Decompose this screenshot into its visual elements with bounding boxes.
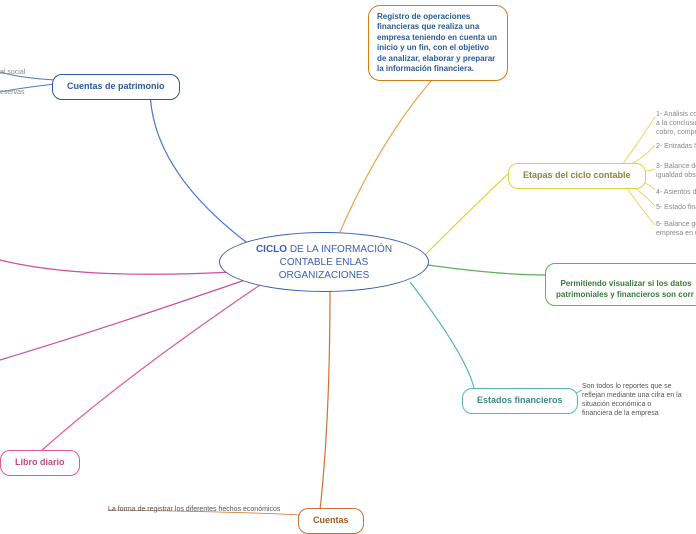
cuentas-node[interactable]: Cuentas (298, 508, 364, 534)
etapas-item-3: 3- Balance de igualdad obse (656, 162, 696, 180)
center-title-rest: DE LA INFORMACIÓN (287, 244, 392, 255)
cuentas-desc: La forma de registrar los diferentes hec… (108, 505, 280, 514)
center-title-bold: CICLO (256, 244, 287, 255)
etapas-item-1: 1- Análisis co a la conclusió cobro, com… (656, 110, 696, 137)
estados-node[interactable]: Estados financieros (462, 388, 578, 414)
etapas-node[interactable]: Etapas del ciclo contable (508, 163, 646, 189)
libro-diario-node[interactable]: Libro diario (0, 450, 80, 476)
libro-diario-label: Libro diario (15, 457, 65, 467)
center-title-line2: CONTABLE ENLAS ORGANIZACIONES (279, 257, 370, 281)
registro-node[interactable]: Registro de operaciones financieras que … (368, 5, 508, 81)
patrimonio-sub1: al social (0, 68, 25, 77)
center-topic[interactable]: CICLO DE LA INFORMACIÓN CONTABLE ENLAS O… (219, 232, 429, 292)
etapas-item-6: 6- Balance ge empresa en u (656, 220, 696, 238)
cuentas-patrimonio-label: Cuentas de patrimonio (67, 81, 165, 91)
etapas-item-2: 2- Entradas h (656, 142, 696, 151)
permitiendo-node[interactable]: Permitiendo visualizar si los datos patr… (545, 263, 696, 306)
etapas-label: Etapas del ciclo contable (523, 170, 631, 180)
etapas-item-4: 4- Asientos d (656, 188, 696, 197)
permitiendo-text: Permitiendo visualizar si los datos patr… (556, 279, 694, 298)
estados-label: Estados financieros (477, 395, 563, 405)
patrimonio-sub2: eservas (0, 88, 25, 97)
cuentas-patrimonio-node[interactable]: Cuentas de patrimonio (52, 74, 180, 100)
etapas-item-5: 5- Estado fina (656, 203, 696, 212)
estados-desc: Son todos lo reportes que se reflejan me… (582, 382, 682, 418)
cuentas-label: Cuentas (313, 515, 349, 525)
registro-text: Registro de operaciones financieras que … (377, 12, 497, 73)
mindmap-canvas: CICLO DE LA INFORMACIÓN CONTABLE ENLAS O… (0, 0, 696, 520)
